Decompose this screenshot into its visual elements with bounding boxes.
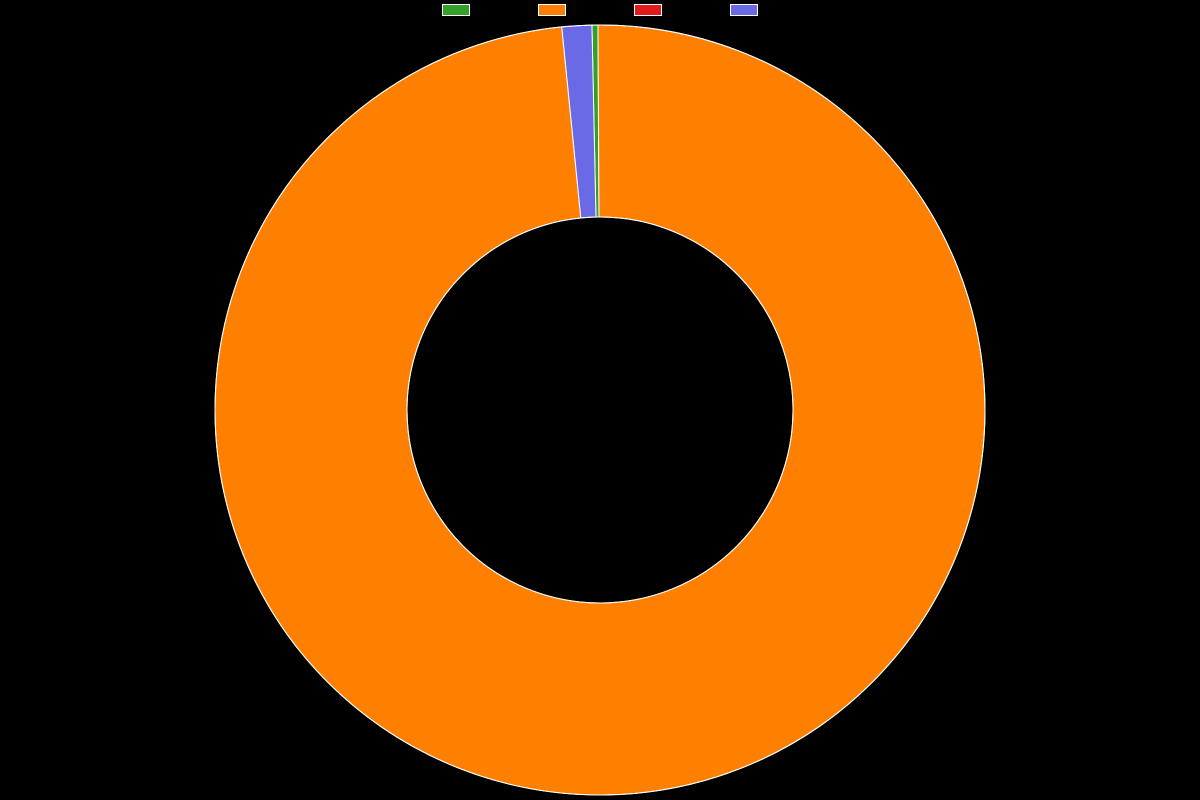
- legend-swatch-2: [634, 4, 662, 16]
- legend-item-0: [442, 4, 470, 16]
- legend-item-1: [538, 4, 566, 16]
- legend-swatch-1: [538, 4, 566, 16]
- legend-item-2: [634, 4, 662, 16]
- donut-inner-edge: [407, 217, 793, 603]
- donut-slice-1: [215, 25, 985, 795]
- legend-item-3: [730, 4, 758, 16]
- donut-chart: [210, 20, 990, 800]
- legend-swatch-0: [442, 4, 470, 16]
- chart-legend: [442, 4, 758, 16]
- legend-swatch-3: [730, 4, 758, 16]
